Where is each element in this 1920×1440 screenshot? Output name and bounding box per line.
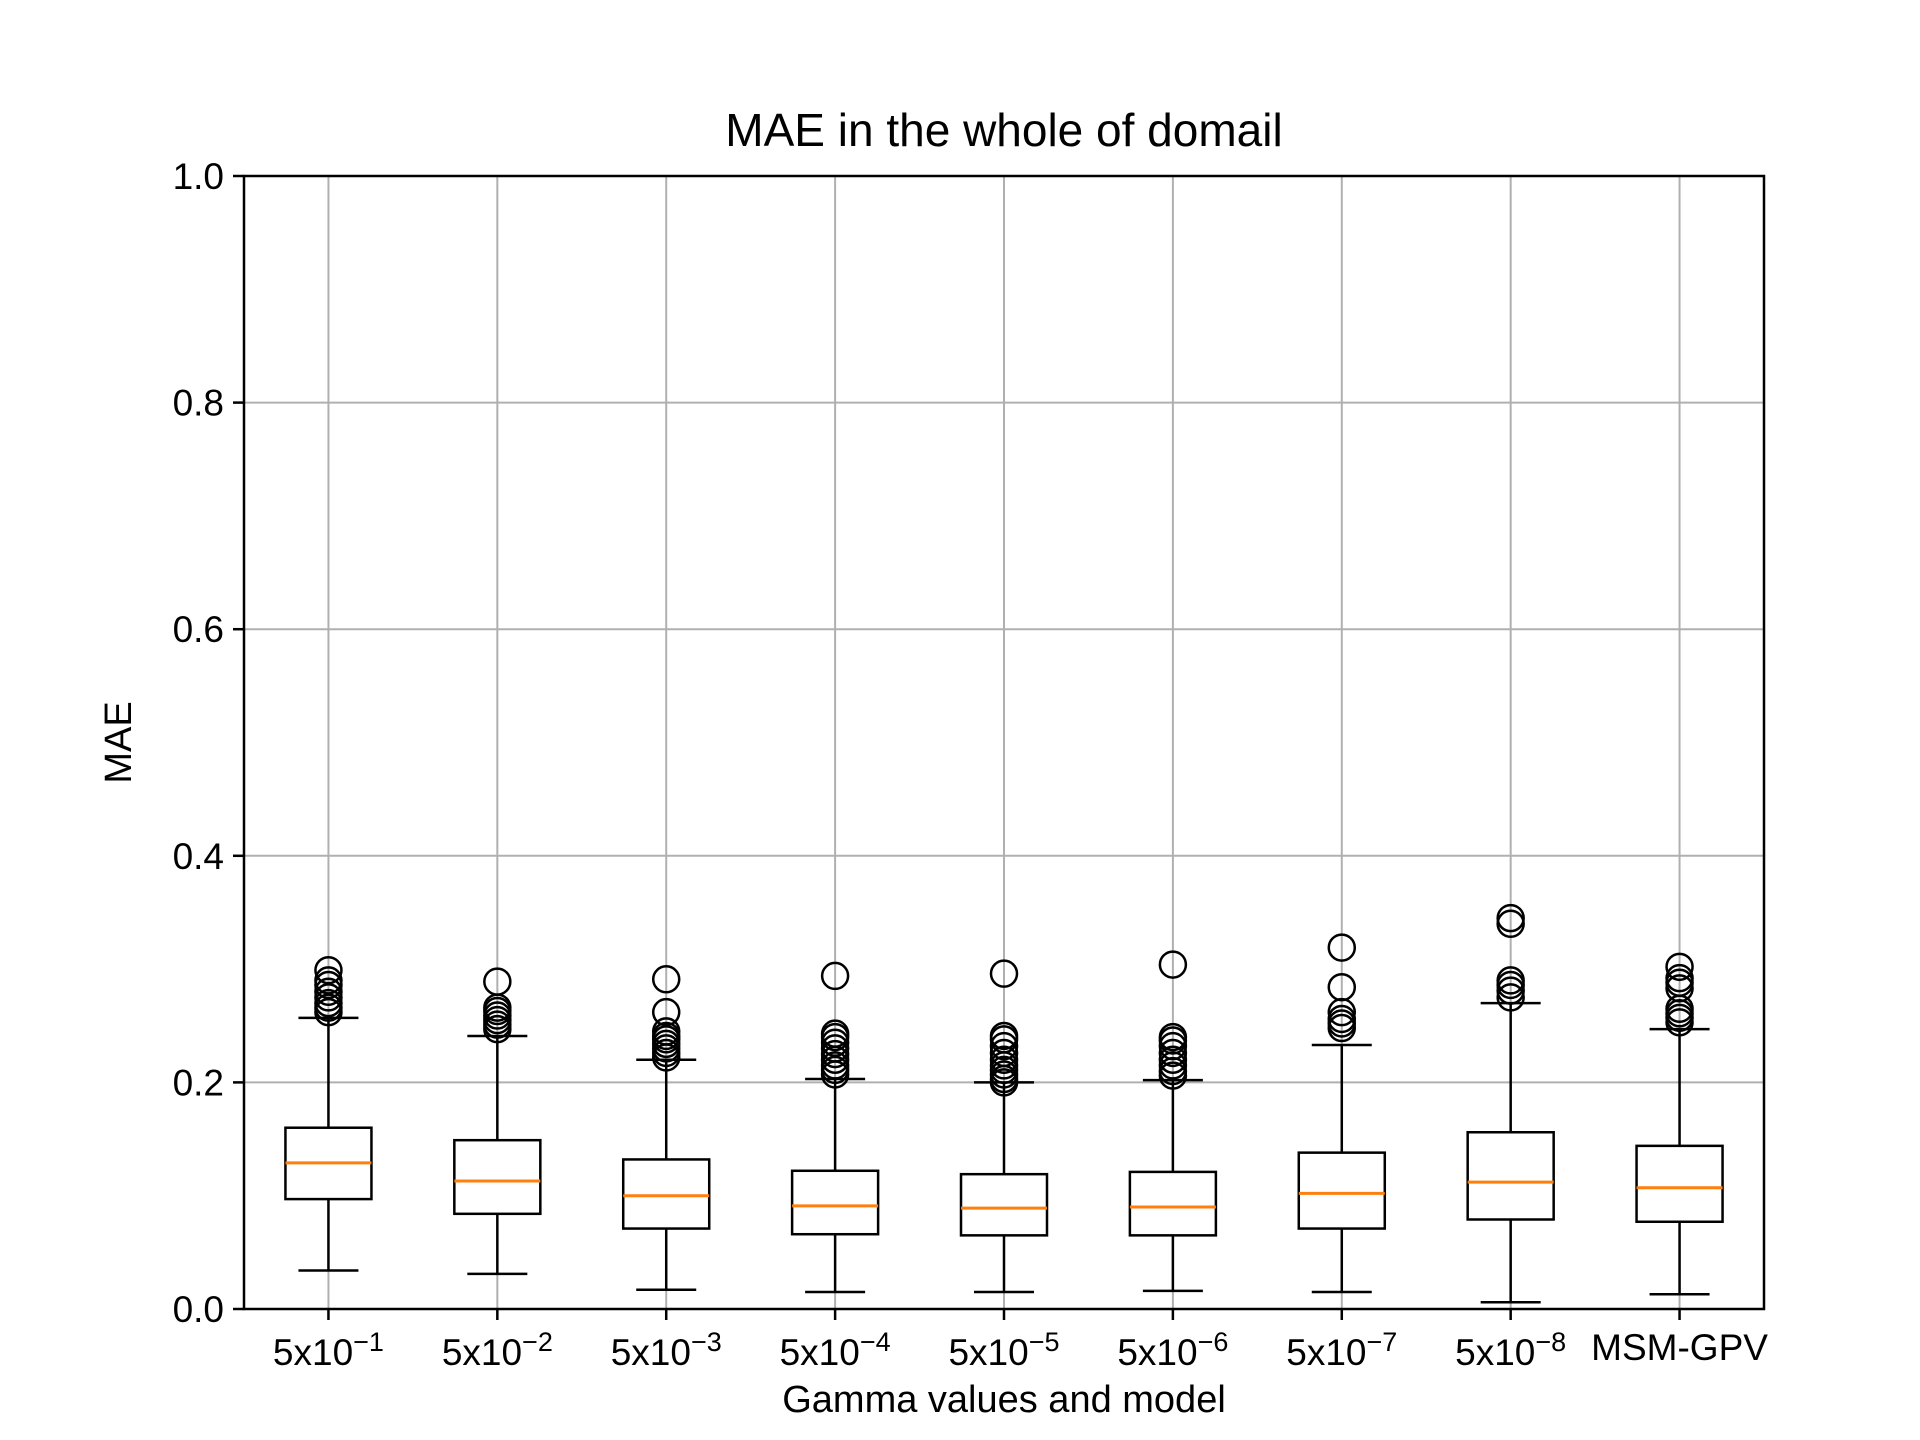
iqr-box	[1128, 1170, 1218, 1237]
x-tick-label: 5x10−6	[1117, 1327, 1228, 1373]
box-5	[959, 959, 1049, 1294]
outlier-point	[989, 1031, 1019, 1061]
outlier-point	[1158, 1022, 1188, 1052]
y-tick-label: 0.6	[173, 609, 224, 650]
y-tick-label: 0.8	[173, 383, 224, 424]
x-axis: 5x10−1 5x10−2 5x10−3 5x10−4 5x10−5 5x10−6 5x10…	[273, 1309, 1768, 1373]
x-axis-label: Gamma values and model	[782, 1379, 1226, 1421]
outlier-point	[314, 955, 343, 985]
iqr-box	[1466, 1131, 1555, 1221]
y-tick-label: 1.0	[173, 156, 224, 197]
x-tick-label: 5x10−4	[780, 1327, 891, 1373]
outlier-point	[314, 977, 343, 1007]
box-6	[1128, 950, 1218, 1293]
box-3	[621, 965, 711, 1291]
outlier-point	[989, 1021, 1019, 1051]
box-4	[790, 961, 880, 1294]
box-7	[1297, 933, 1387, 1294]
outlier-point	[1496, 983, 1525, 1012]
x-tick-label: MSM-GPV	[1591, 1327, 1768, 1368]
iqr-box	[453, 1138, 542, 1216]
iqr-box	[1635, 1144, 1724, 1224]
box-9	[1635, 952, 1724, 1296]
y-axis-label: MAE	[98, 701, 140, 783]
outlier-point	[989, 1045, 1019, 1074]
y-tick-label: 0.0	[173, 1289, 224, 1330]
y-tick-label: 0.2	[173, 1062, 224, 1103]
box-series	[284, 903, 1724, 1304]
outlier-point	[483, 967, 512, 996]
box-2	[453, 967, 542, 1276]
y-axis: 0.0 0.2 0.4 0.6 0.8 1.0	[173, 156, 244, 1330]
outlier-point	[1158, 950, 1188, 979]
outlier-point	[989, 1038, 1019, 1068]
outlier-point	[314, 966, 343, 995]
x-tick-label: 5x10−5	[948, 1327, 1059, 1373]
outlier-point	[1665, 952, 1694, 982]
x-tick-label: 5x10−2	[442, 1327, 553, 1373]
x-tick-label: 5x10−3	[611, 1327, 722, 1373]
x-tick-label: 5x10−8	[1455, 1327, 1566, 1373]
x-tick-label: 5x10−1	[273, 1327, 384, 1373]
box-8	[1466, 903, 1555, 1304]
outlier-point	[651, 965, 681, 994]
outlier-point	[1158, 1045, 1188, 1074]
box-1	[284, 955, 373, 1272]
outlier-point	[1327, 1004, 1357, 1034]
outlier-point	[820, 961, 850, 991]
outlier-point	[820, 1019, 850, 1048]
outlier-point	[1496, 966, 1525, 995]
x-tick-label: 5x10−7	[1286, 1327, 1397, 1373]
iqr-box	[621, 1158, 711, 1230]
iqr-box	[959, 1172, 1049, 1237]
chart-title: MAE in the whole of domail	[725, 104, 1282, 156]
y-tick-label: 0.4	[173, 836, 224, 877]
outlier-point	[1327, 933, 1357, 962]
outlier-point	[651, 1017, 681, 1046]
outlier-point	[1665, 963, 1694, 993]
outlier-point	[1158, 1038, 1188, 1068]
outlier-point	[1496, 903, 1525, 933]
outlier-point	[651, 997, 681, 1027]
outlier-point	[1327, 972, 1357, 1002]
iqr-box	[790, 1169, 880, 1236]
outlier-point	[989, 959, 1019, 988]
iqr-box	[1297, 1151, 1387, 1230]
